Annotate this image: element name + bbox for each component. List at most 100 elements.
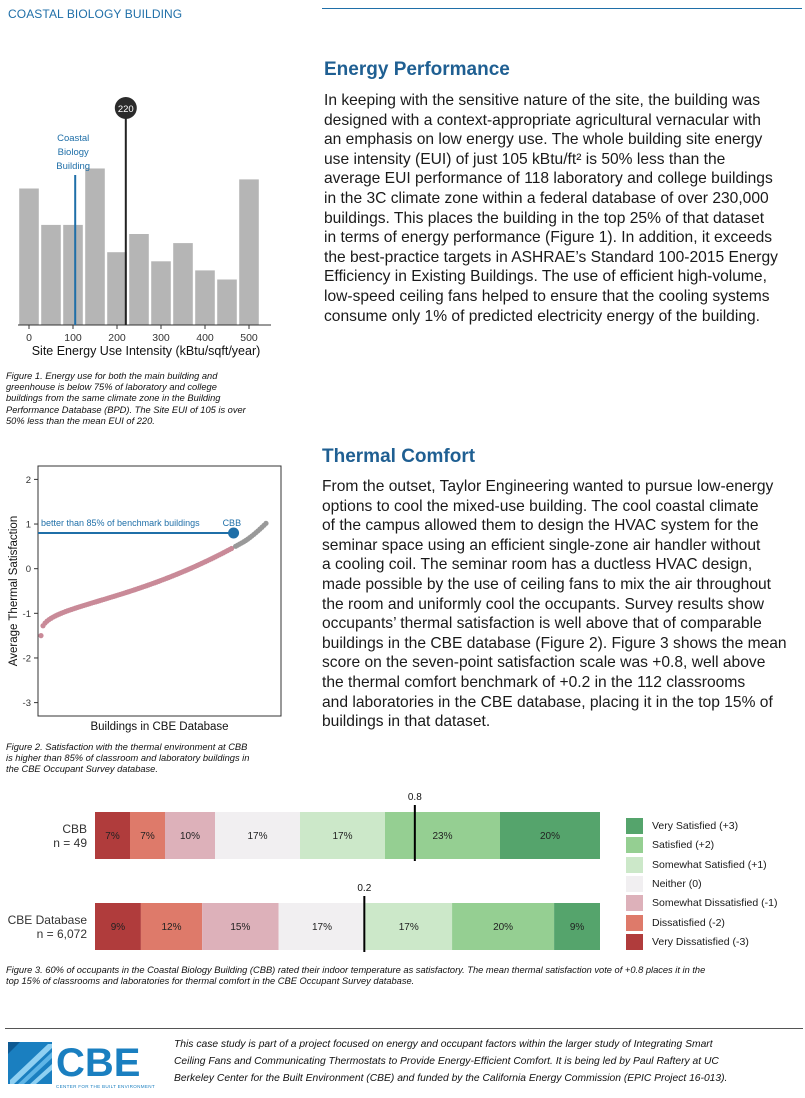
paragraph-line: buildings in that dataset. [322,713,491,731]
paragraph-line: low-speed ceiling fans helped to ensure … [324,287,770,305]
histogram-bar [63,224,83,325]
x-tick-label: 0 [26,332,32,344]
caption-line: Performance Database (BPD). The Site EUI… [6,404,246,415]
caption-line: is higher than 85% of classroom and labo… [6,753,250,764]
x-tick-label: 400 [196,332,214,344]
legend-swatch [626,933,643,950]
legend-item: Dissatisfied (-2) [626,914,725,931]
plot-frame [37,465,282,717]
mean-label: 0.2 [357,883,371,894]
histogram-bar [195,270,215,325]
paragraph-line: buildings. This places the building in t… [324,209,765,227]
legend-label: Neither (0) [652,877,702,890]
histogram-bar [129,234,149,325]
legend-label: Somewhat Satisfied (+1) [652,858,767,871]
figure-2-caption: Figure 2. Satisfaction with the thermal … [6,742,306,776]
paragraph-line: the thermal comfort benchmark of +0.2 in… [322,673,746,691]
paragraph-line: in the 3C climate zone within a federal … [324,189,769,207]
paragraph-line: Efficiency in Existing Buildings. The us… [324,268,767,286]
segment-label: 20% [493,922,513,933]
paragraph-line: the room and uniformly cool the occupant… [322,595,765,613]
y-axis-label: Average Thermal Satisfaction [8,516,20,666]
building-point [38,633,44,639]
stacked-segment [95,903,141,950]
energy-performance-text: In keeping with the sensitive nature of … [324,91,802,326]
mean-label: 0.8 [408,792,422,803]
stacked-segment [385,812,500,859]
legend-swatch [626,856,643,873]
x-tick-label: 300 [152,332,170,344]
paragraph-line: buildings in the CBE database (Figure 2)… [322,634,787,652]
stacked-segment [300,812,385,859]
segment-label: 12% [162,922,182,933]
y-tick-label: -1 [23,609,31,620]
paragraph-line: made possible by the use of ceiling fans… [322,575,772,593]
stacked-segment [130,812,165,859]
building-point [228,545,235,552]
segment-label: 17% [399,922,419,933]
cbb-marker-label: Building [56,161,90,172]
category-label: CBE Database [8,913,88,927]
x-tick-label: 200 [108,332,126,344]
paragraph-line: in terms of energy performance (Figure 1… [324,229,773,247]
thermal-comfort-heading: Thermal Comfort [322,446,476,467]
legend-label: Somewhat Dissatisfied (-1) [652,897,778,910]
x-axis-label: Buildings in CBE Database [90,721,228,733]
paragraph-line: occupants’ thermal satisfaction is well … [322,615,762,633]
legend-swatch [626,837,643,854]
caption-line: buildings from the same climate zone in … [6,393,221,404]
running-header: COASTAL BIOLOGY BUILDING [8,7,183,21]
segment-label: 9% [570,922,585,933]
legend-swatch [626,895,643,912]
category-sublabel: n = 6,072 [37,927,88,941]
paragraph-line: seminar space using an efficient single-… [322,536,761,554]
segment-label: 17% [247,831,267,842]
y-tick-label: 0 [26,564,31,575]
stacked-segment [202,903,279,950]
x-tick-label: 500 [240,332,258,344]
paragraph-line: score on the seven-point satisfaction sc… [322,654,766,672]
segment-label: 17% [332,831,352,842]
legend-item: Very Satisfied (+3) [626,818,738,834]
caption-line: 50% less than the mean EUI of 220. [6,415,155,426]
y-tick-label: 1 [26,520,31,531]
paragraph-line: average EUI performance of 118 laborator… [324,170,773,188]
segment-label: 17% [312,922,332,933]
histogram-bar [151,261,171,325]
histogram-bar [173,243,193,325]
footer-line: Ceiling Fans and Communicating Thermosta… [174,1056,719,1067]
paragraph-line: a cooling coil. The seminar room has a d… [322,556,753,574]
y-tick-label: -3 [23,698,31,709]
figure-2-satisfaction-scatter: -3 -2 -1 0 1 2 Average Thermal Satisfaction Bui… [8,465,282,733]
segment-label: 20% [540,831,560,842]
cbb-point [228,527,240,539]
histogram-bar [85,168,105,325]
histogram-bar [19,188,39,325]
cbe-logo-subtext: CENTER FOR THE BUILT ENVIRONMENT [56,1084,155,1089]
segment-label: 15% [230,922,250,933]
stacked-segment [165,812,215,859]
legend-label: Very Dissatisfied (-3) [652,935,749,948]
stacked-segment [215,812,300,859]
caption-line: Figure 1. Energy use for both the main b… [6,371,218,381]
histogram-bar [239,179,259,325]
cbb-point-label: CBB [223,518,242,528]
header-rule [322,8,802,9]
stacked-segment [500,812,600,859]
x-axis-label: Site Energy Use Intensity (kBtu/sqft/yea… [32,344,261,358]
legend-item: Very Dissatisfied (-3) [626,933,749,950]
caption-line: greenhouse is below 75% of laboratory an… [6,382,217,393]
legend-label: Satisfied (+2) [652,839,715,852]
stacked-segment [554,903,600,950]
segment-label: 10% [180,831,200,842]
legend-label: Dissatisfied (-2) [652,916,725,929]
cbb-marker-label: Biology [58,147,89,158]
figure-3-caption: Figure 3. 60% of occupants in the Coasta… [6,965,801,987]
segment-label: 23% [432,831,452,842]
y-tick-label: 2 [26,475,31,486]
paragraph-line: designed with a context-appropriate agri… [324,111,761,129]
caption-line: Figure 2. Satisfaction with the thermal … [6,742,248,752]
histogram-bar [107,252,127,325]
